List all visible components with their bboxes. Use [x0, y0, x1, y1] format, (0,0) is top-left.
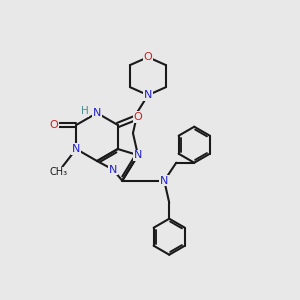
Text: N: N — [93, 108, 101, 118]
Text: H: H — [81, 106, 89, 116]
Text: O: O — [144, 52, 152, 62]
Text: O: O — [134, 112, 142, 122]
Text: N: N — [160, 176, 168, 186]
Text: N: N — [109, 164, 117, 175]
Text: N: N — [134, 150, 142, 160]
Text: N: N — [144, 90, 152, 100]
Text: N: N — [72, 144, 80, 154]
Text: O: O — [50, 120, 58, 130]
Text: CH₃: CH₃ — [49, 167, 67, 177]
